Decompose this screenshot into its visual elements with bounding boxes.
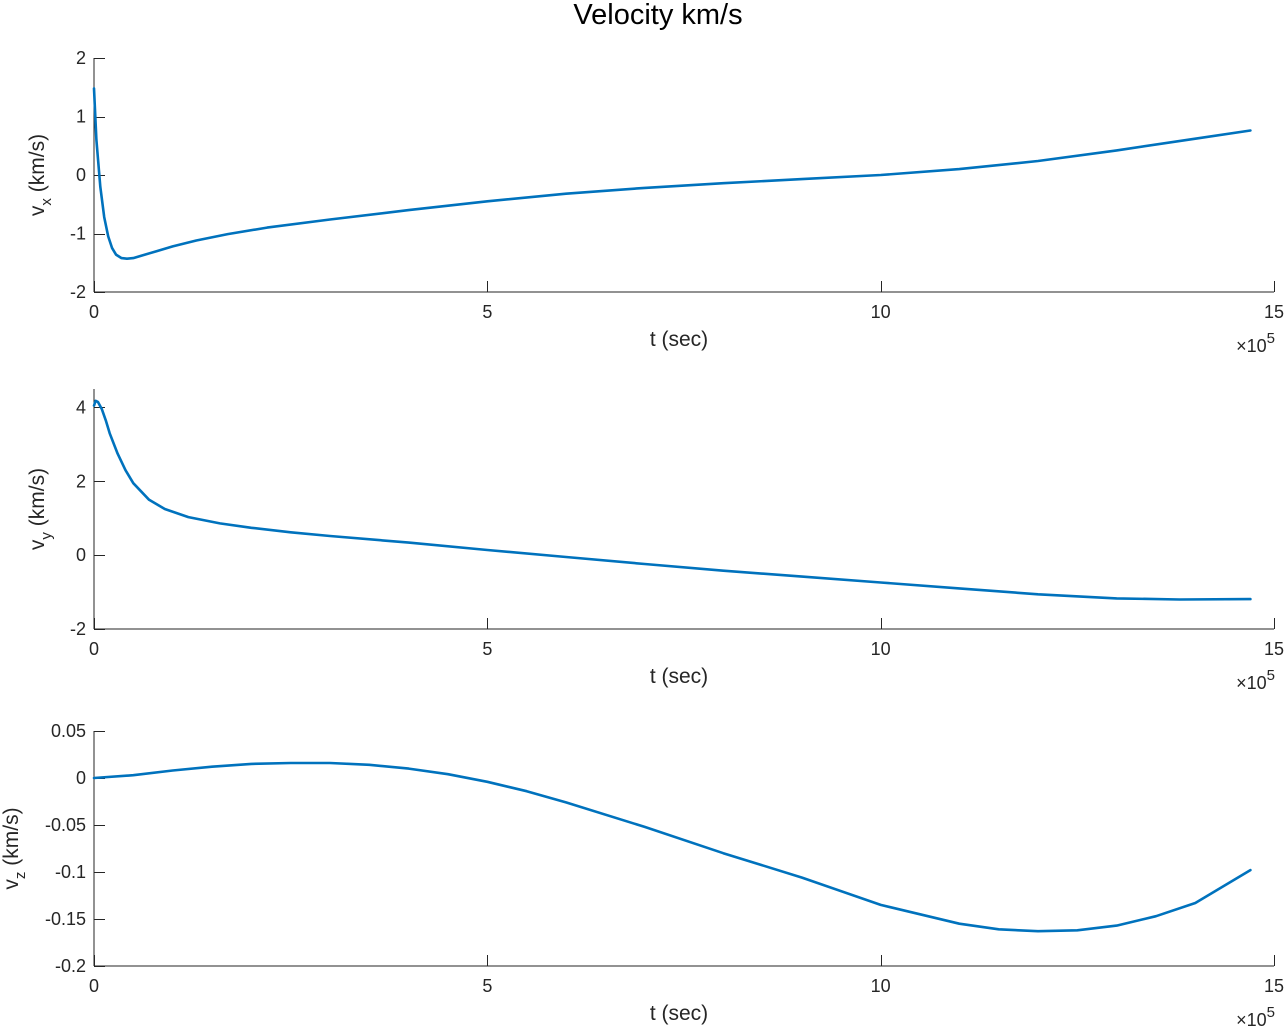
y-tick-label: -1 xyxy=(70,224,86,244)
x-tick-label: 5 xyxy=(482,976,492,996)
y-tick-label: -2 xyxy=(70,619,86,639)
y-tick-label: 0 xyxy=(76,545,86,565)
y-axis-label: vy (km/s) xyxy=(26,468,55,550)
y-tick-label: 1 xyxy=(76,107,86,127)
x-tick-label: 10 xyxy=(871,639,891,659)
x-exponent-label: ×105 xyxy=(1236,1004,1275,1028)
x-tick-label: 15 xyxy=(1264,976,1284,996)
x-tick-label: 5 xyxy=(482,302,492,322)
x-tick-label: 10 xyxy=(871,302,891,322)
y-tick-label: -2 xyxy=(70,282,86,302)
subplot-container: 0 5 10 15 -2 -1 0 1 2 t (sec) ×105 vx (km/s) 0 5 10 15 -… xyxy=(0,48,1284,1028)
y-axis-label: vz (km/s) xyxy=(0,807,29,889)
y-tick-label: 2 xyxy=(76,48,86,68)
series-line xyxy=(92,399,1252,601)
y-tick-label: 0 xyxy=(76,165,86,185)
y-tick-label: -0.1 xyxy=(55,862,86,882)
y-axis-label: vx (km/s) xyxy=(26,134,55,216)
y-tick-label: -0.05 xyxy=(45,815,86,835)
x-tick-label: 15 xyxy=(1264,302,1284,322)
y-tick-label: -0.2 xyxy=(55,956,86,976)
x-tick-label: 15 xyxy=(1264,639,1284,659)
series-line xyxy=(92,87,1252,261)
x-tick-label: 0 xyxy=(89,976,99,996)
x-exponent-label: ×105 xyxy=(1236,667,1275,693)
subplot-3: 0 5 10 15 -0.2 -0.15 -0.1 -0.05 0 0.05 t (sec) ×105… xyxy=(0,721,1284,1028)
y-tick-label: 0.05 xyxy=(51,721,86,741)
x-tick-label: 5 xyxy=(482,639,492,659)
x-axis-label: t (sec) xyxy=(650,665,708,688)
x-tick-label: 0 xyxy=(89,302,99,322)
figure-title: Velocity km/s xyxy=(573,0,742,31)
x-exponent-label: ×105 xyxy=(1236,330,1275,356)
x-axis-label: t (sec) xyxy=(650,1002,708,1025)
x-tick-label: 0 xyxy=(89,639,99,659)
x-tick-label: 10 xyxy=(871,976,891,996)
subplot-1: 0 5 10 15 -2 -1 0 1 2 t (sec) ×105 vx (km/s) xyxy=(26,48,1284,356)
y-tick-label: 0 xyxy=(76,768,86,788)
y-tick-label: -0.15 xyxy=(45,909,86,929)
x-axis-label: t (sec) xyxy=(650,328,708,351)
series-line xyxy=(92,761,1252,933)
y-tick-label: 2 xyxy=(76,471,86,491)
y-tick-label: 4 xyxy=(76,397,86,417)
